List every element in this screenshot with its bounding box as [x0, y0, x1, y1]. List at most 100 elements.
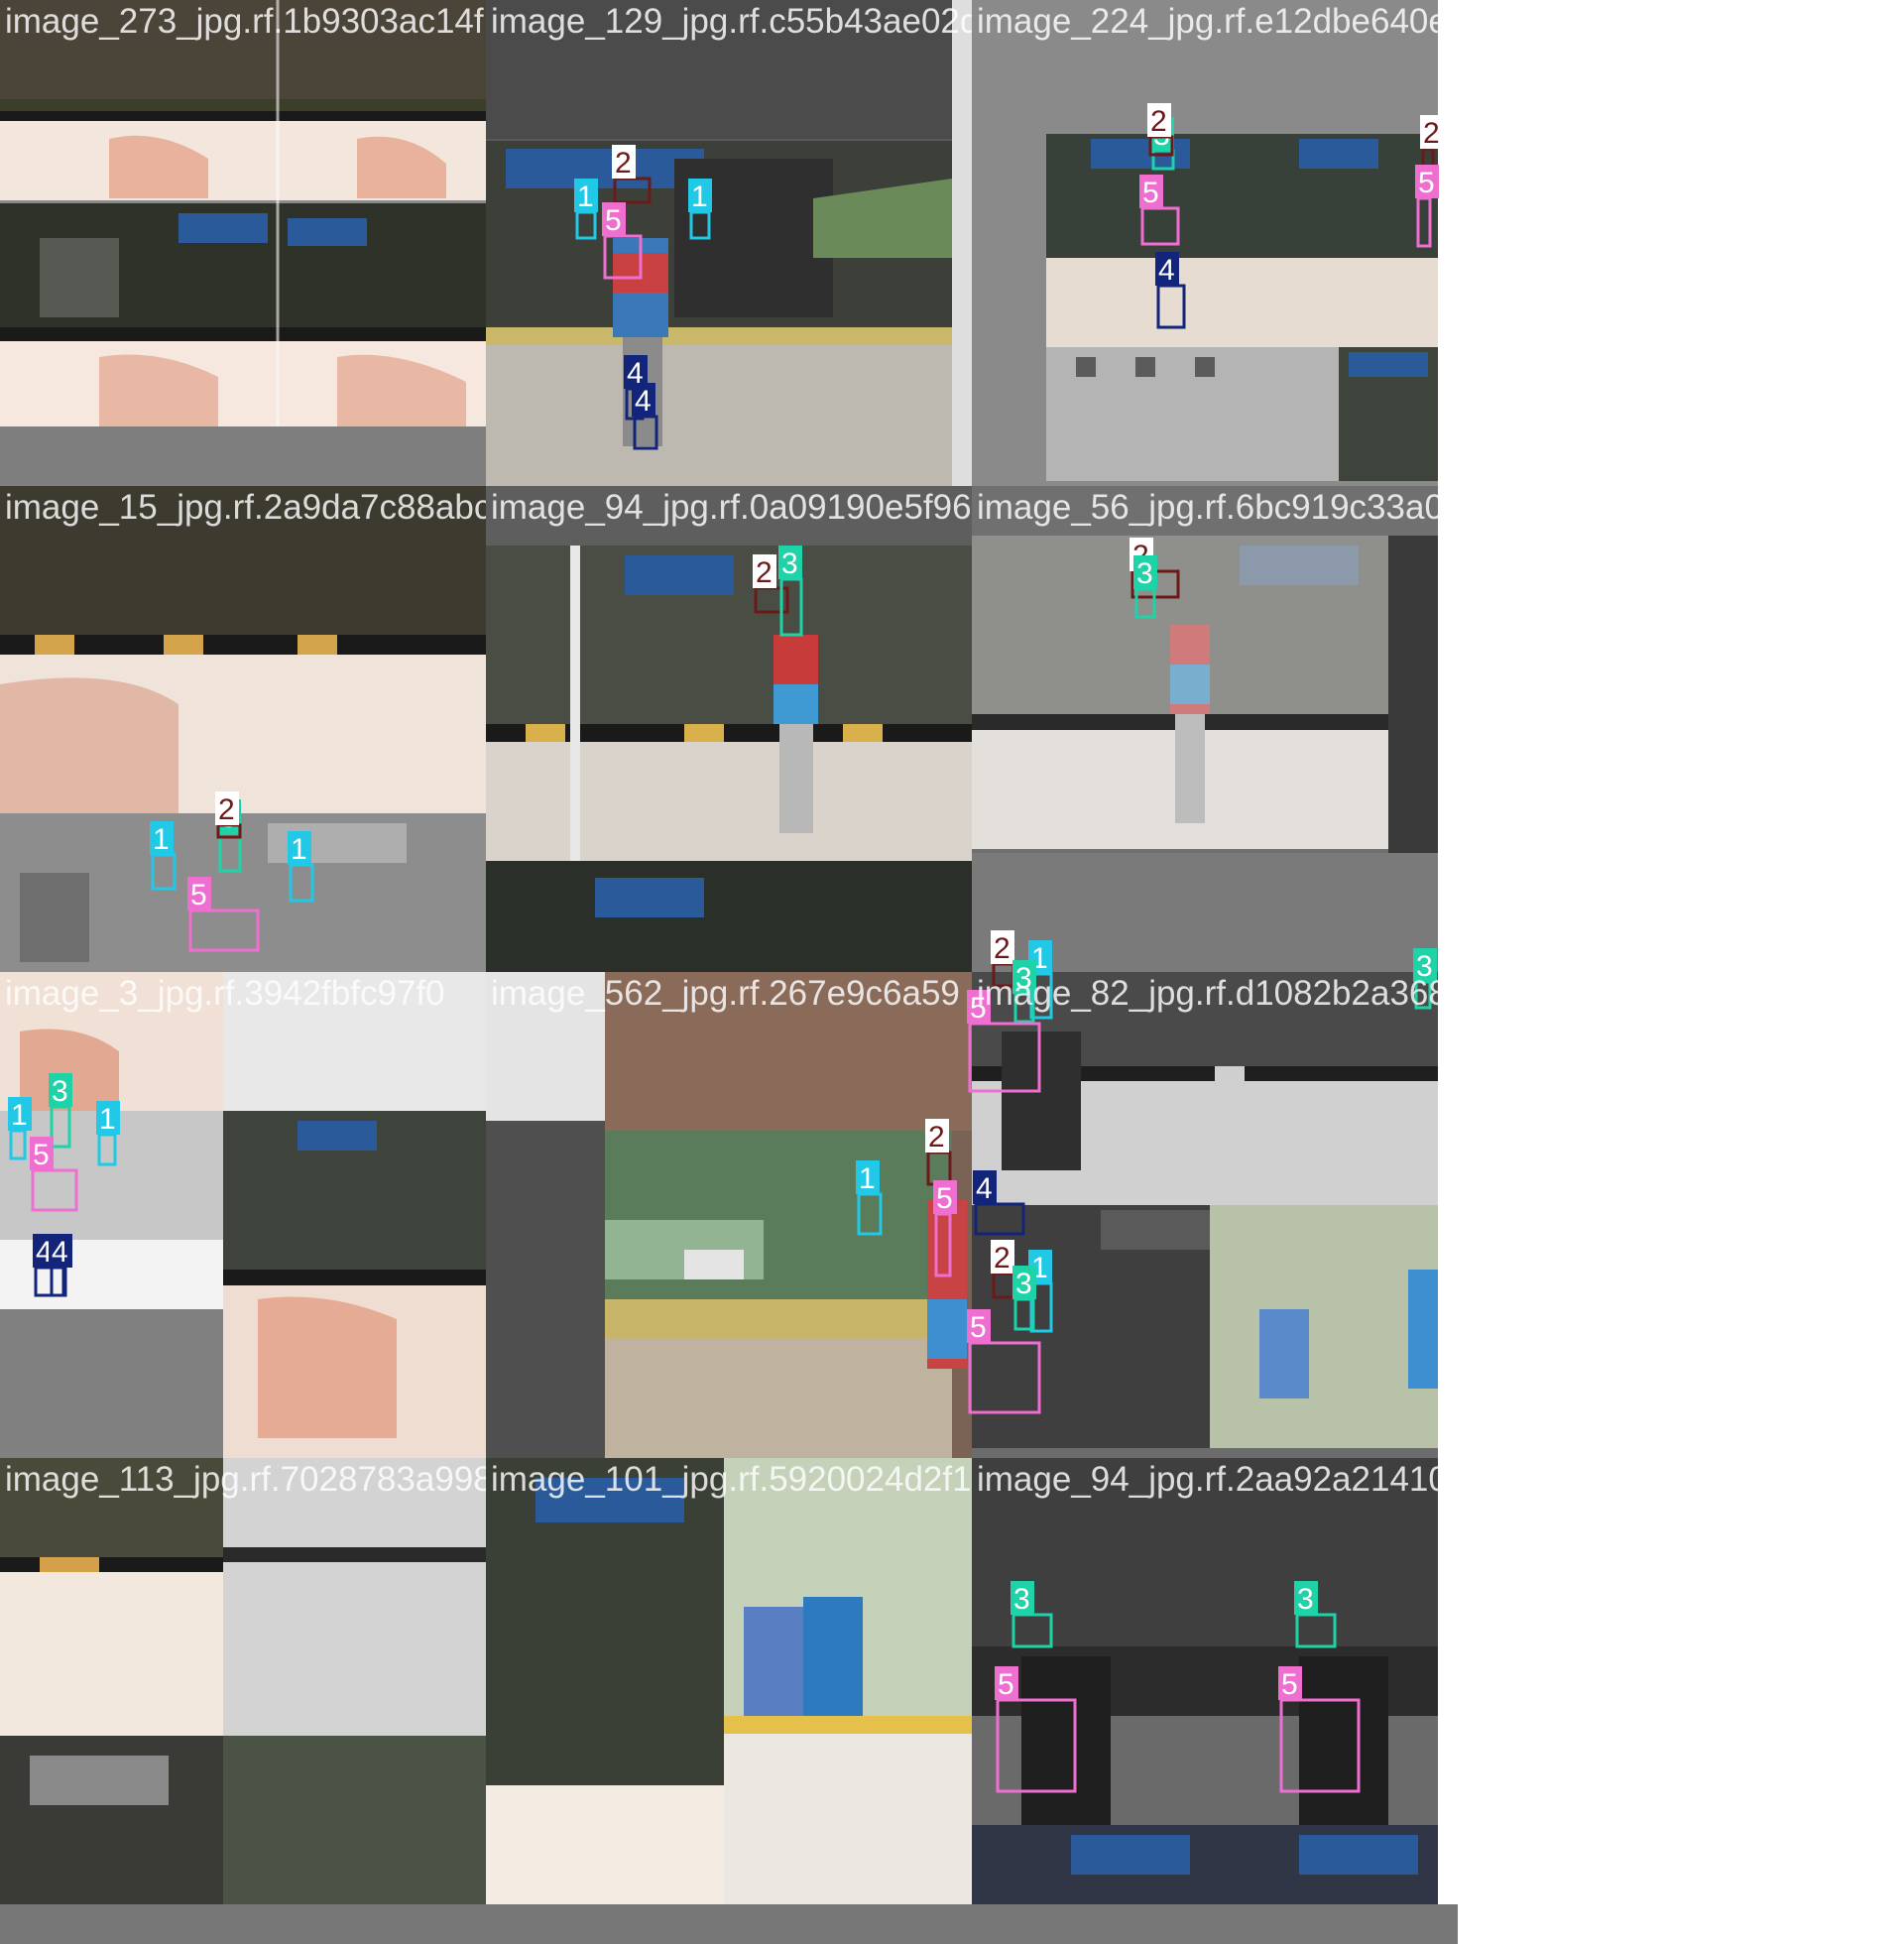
- mosaic-tile-12: image_94_jpg.rf.2aa92a21410142154549 54a…: [972, 1458, 1458, 1944]
- bbox-class-label: 4: [976, 1172, 993, 1205]
- bbox-class-5: [603, 234, 643, 280]
- bbox-class-label: 5: [998, 1668, 1014, 1701]
- bbox-class-1: [151, 853, 177, 891]
- mosaic-tile-8: image_562_jpg.rf.267e9c6a59: [486, 972, 972, 1458]
- bbox-class-4: [974, 1202, 1025, 1236]
- bbox-class-label: 3: [781, 547, 798, 580]
- bbox-class-3: [1295, 1613, 1337, 1648]
- bbox-class-label: 5: [1418, 167, 1435, 199]
- mosaic-tile-4: image_15_jpg.rf.2a9da7c88abcc55694b7635: [0, 486, 486, 972]
- bbox-class-label: 4: [52, 1236, 68, 1269]
- bbox-class-5: [31, 1168, 78, 1212]
- bbox-class-2: [992, 1272, 1017, 1299]
- bbox-class-label: 5: [970, 992, 987, 1025]
- bbox-class-2: [992, 962, 1015, 988]
- bbox-class-3: [50, 1105, 71, 1149]
- bbox-class-label: 4: [36, 1236, 53, 1269]
- bbox-label-background: [973, 1170, 997, 1204]
- bbox-class-1: [857, 1192, 883, 1236]
- bbox-label-background: [30, 1137, 54, 1170]
- bbox-class-label: 4: [1158, 254, 1175, 287]
- bbox-class-label: 3: [1136, 557, 1153, 590]
- bbox-class-1: [689, 210, 711, 240]
- bbox-class-label: 2: [928, 1121, 945, 1154]
- bbox-class-label: 2: [994, 932, 1011, 965]
- bbox-class-label: 1: [859, 1162, 876, 1195]
- mosaic-tile-2: image_129_jpg.rf.c55b43ae02dbe2d3b1b2dbe…: [486, 0, 972, 486]
- bbox-class-4: [34, 1266, 65, 1297]
- tile-9-image: [972, 972, 1458, 1458]
- bbox-label-background: [215, 791, 239, 825]
- tile-11-image: [486, 1458, 972, 1904]
- bbox-label-background: [96, 1101, 120, 1135]
- bbox-class-label: 2: [1423, 117, 1440, 150]
- bbox-class-label: 5: [1142, 177, 1159, 209]
- bbox-class-5: [996, 1698, 1077, 1793]
- bbox-label-background: [1012, 960, 1036, 994]
- tile-7-image: [0, 972, 486, 1458]
- bbox-class-label: 3: [1015, 1268, 1032, 1300]
- tile-4-image: [0, 486, 486, 972]
- bbox-class-3: [218, 831, 242, 873]
- bbox-label-background: [49, 1073, 72, 1107]
- bbox-class-2: [926, 1151, 952, 1186]
- bbox-class-1: [9, 1129, 27, 1160]
- bbox-label-background: [187, 877, 211, 911]
- bbox-class-label: 4: [627, 357, 644, 390]
- bbox-class-5: [188, 909, 260, 952]
- bbox-label-background: [1294, 1581, 1318, 1615]
- bbox-class-label: 2: [756, 556, 773, 589]
- bbox-label-background: [778, 546, 802, 579]
- bbox-class-3: [1134, 587, 1156, 619]
- bbox-label-background: [1012, 1266, 1036, 1299]
- tile-1-image: [0, 0, 486, 486]
- bbox-label-background: [1420, 115, 1444, 149]
- bbox-label-background: [1139, 175, 1163, 208]
- bbox-label-background: [991, 930, 1014, 964]
- bbox-class-label: 2: [994, 1242, 1011, 1275]
- bbox-class-label: 2: [615, 147, 632, 180]
- bbox-class-3: [1414, 980, 1432, 1010]
- mosaic-tile-9: image_82_jpg.rf.d1082b2a3682b032021b9b2f…: [972, 972, 1458, 1458]
- mosaic-tile-1: image_273_jpg.rf.1b9303ac14f196719739caf…: [0, 0, 486, 486]
- bbox-label-background: [150, 821, 174, 855]
- bbox-label-background: [632, 383, 655, 417]
- bbox-label-background: [995, 1666, 1018, 1700]
- bbox-class-label: 1: [691, 181, 708, 213]
- tile-12-image: [972, 1458, 1458, 1904]
- tile-8-image: [486, 972, 972, 1458]
- tile-5-image: [486, 486, 972, 972]
- bbox-class-label: 1: [291, 833, 307, 866]
- bbox-label-background: [967, 990, 991, 1024]
- bbox-class-label: 1: [153, 823, 170, 856]
- bbox-class-5: [1140, 206, 1180, 246]
- bbox-class-5: [968, 1022, 1041, 1093]
- tile-2-image: [486, 0, 972, 486]
- bbox-class-5: [934, 1212, 952, 1277]
- bbox-class-label: 3: [1015, 962, 1032, 995]
- bbox-label-background: [1133, 555, 1157, 589]
- bbox-label-background: [688, 179, 712, 212]
- bbox-class-label: 2: [218, 793, 235, 826]
- bbox-class-1: [289, 863, 314, 903]
- bbox-label-background: [1278, 1666, 1302, 1700]
- bbox-label-background: [1415, 165, 1439, 198]
- bbox-class-2: [613, 177, 652, 204]
- bbox-label-background: [1011, 1581, 1034, 1615]
- bbox-class-5: [1416, 196, 1432, 248]
- bbox-class-5: [1279, 1698, 1361, 1793]
- bbox-class-label: 1: [11, 1099, 28, 1132]
- mosaic-tile-10: image_113_jpg.rf.7028783a998431010f29b: [0, 1458, 486, 1944]
- bbox-label-background: [753, 554, 776, 588]
- bbox-label-background: [933, 1180, 957, 1214]
- bbox-class-3: [1012, 1613, 1053, 1648]
- bbox-class-label: 5: [970, 1311, 987, 1344]
- bbox-label-background: [856, 1160, 880, 1194]
- bbox-class-label: 5: [33, 1139, 50, 1171]
- bbox-class-label: 4: [635, 385, 652, 418]
- bbox-class-4: [633, 415, 658, 450]
- bbox-label-background: [967, 1309, 991, 1343]
- bbox-class-1: [97, 1133, 117, 1166]
- tile-6-image: [972, 486, 1458, 972]
- augmented-batch-mosaic: image_273_jpg.rf.1b9303ac14f196719739caf…: [0, 0, 1458, 1944]
